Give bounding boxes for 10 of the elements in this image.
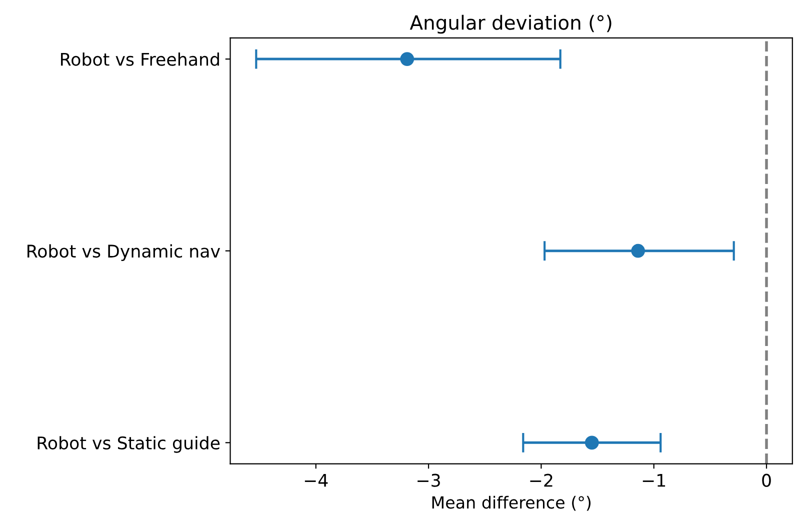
x-tick-label: −1 (642, 474, 666, 487)
x-tick-label: −3 (418, 474, 440, 487)
chart-title: Angular deviation (°) (410, 14, 612, 34)
y-tick-label: Robot vs Static guide (38, 436, 220, 453)
y-tick-label: Robot vs Dynamic nav (28, 244, 220, 262)
y-tick-label: Robot vs Freehand (61, 52, 219, 66)
x-tick-label: −2 (530, 474, 552, 487)
x-axis-title: Mean difference (°) (432, 496, 591, 511)
x-tick-label: 0 (762, 474, 771, 487)
x-tick-label: −4 (304, 474, 328, 487)
